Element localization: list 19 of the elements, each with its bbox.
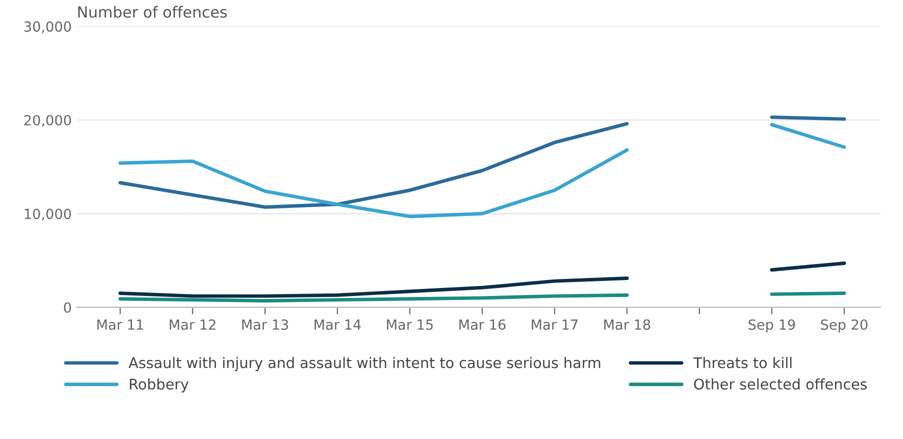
- x-tick-label: Mar 18: [604, 319, 650, 330]
- x-tick-label: Sep 20: [821, 319, 868, 333]
- legend-label: Other selected offences: [694, 378, 867, 390]
- x-tick-label: Mar 11: [97, 320, 144, 330]
- y-tick-label: 0: [64, 302, 71, 313]
- legend-label: Assault with injury and assault with intent to cause serious harm: [128, 356, 600, 372]
- y-tick-label: 30,000: [24, 21, 71, 34]
- y-axis-title: Number of offences: [78, 6, 227, 18]
- x-tick-label: Mar 14: [314, 320, 361, 330]
- x-tick-label: Mar 13: [242, 319, 288, 330]
- x-tick-label: Mar 16: [459, 319, 506, 330]
- y-tick-label: 10,000: [24, 208, 71, 221]
- x-tick-label: Sep 19: [748, 319, 795, 333]
- legend-label: Robbery: [130, 378, 189, 392]
- legend-label: Threats to kill: [693, 356, 792, 368]
- y-tick-label: 20,000: [24, 114, 71, 127]
- x-tick-label: Mar 15: [387, 320, 433, 330]
- x-tick-label: Mar 12: [170, 319, 216, 330]
- x-tick-label: Mar 17: [532, 320, 578, 330]
